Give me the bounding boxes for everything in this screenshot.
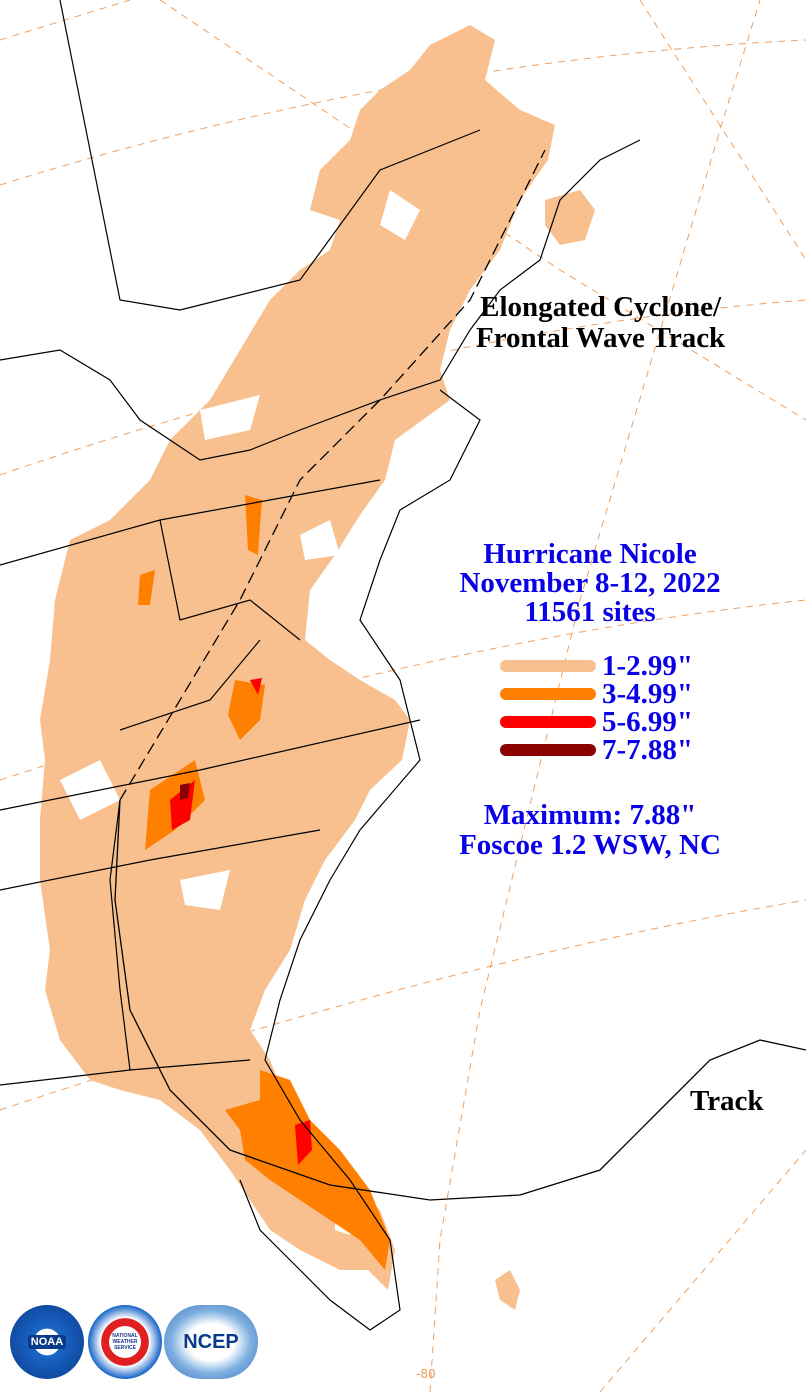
maximum-info: Maximum: 7.88" Foscoe 1.2 WSW, NC — [430, 800, 750, 860]
storm-info: Hurricane Nicole November 8-12, 2022 115… — [430, 540, 750, 627]
noaa-logo: NOAA — [10, 1305, 84, 1379]
maximum-value: Maximum: 7.88" — [483, 799, 697, 831]
legend-swatch — [500, 744, 596, 756]
nws-logo: NATIONAL WEATHER SERVICE — [88, 1305, 162, 1379]
legend-label: 1-2.99" — [602, 649, 694, 682]
legend-item: 3-4.99" — [500, 678, 693, 710]
track-title-line1: Elongated Cyclone/ — [480, 291, 722, 323]
boundaries — [0, 0, 641, 1331]
legend-label: 5-6.99" — [602, 705, 694, 738]
nws-logo-text: NATIONAL WEATHER SERVICE — [112, 1333, 138, 1351]
frontal-wave-track — [119, 149, 546, 801]
rainfall-1-2.99-bahamas — [495, 1270, 520, 1310]
track-label: Track — [690, 1085, 764, 1117]
track-title: Elongated Cyclone/ Frontal Wave Track — [476, 292, 725, 354]
ncep-logo: NCEP — [164, 1305, 258, 1379]
legend-item: 5-6.99" — [500, 706, 693, 738]
dry-patches — [60, 190, 420, 1235]
legend-swatch — [500, 716, 596, 728]
track-title-line2: Frontal Wave Track — [476, 322, 726, 354]
maximum-location: Foscoe 1.2 WSW, NC — [459, 829, 721, 861]
storm-tracks — [114, 149, 806, 1201]
legend-label: 3-4.99" — [602, 677, 694, 710]
legend-item: 7-7.88" — [500, 734, 693, 766]
rainfall-5-6.99 — [170, 678, 312, 1165]
hurricane-track — [114, 799, 806, 1201]
legend-label: 7-7.88" — [602, 733, 694, 766]
rainfall-1-2.99-maritimes — [545, 190, 595, 245]
legend-swatch — [500, 660, 596, 672]
noaa-logo-text: NOAA — [27, 1335, 67, 1349]
rainfall-7-7.88 — [180, 783, 190, 800]
legend-item: 1-2.99" — [500, 650, 693, 682]
longitude-label: -80 — [416, 1367, 436, 1381]
storm-name: Hurricane Nicole — [483, 538, 697, 570]
rainfall-1-2.99 — [40, 25, 555, 1290]
legend-swatch — [500, 688, 596, 700]
storm-sites: 11561 sites — [524, 596, 656, 628]
storm-dates: November 8-12, 2022 — [459, 567, 721, 599]
ncep-logo-text: NCEP — [183, 1330, 239, 1353]
